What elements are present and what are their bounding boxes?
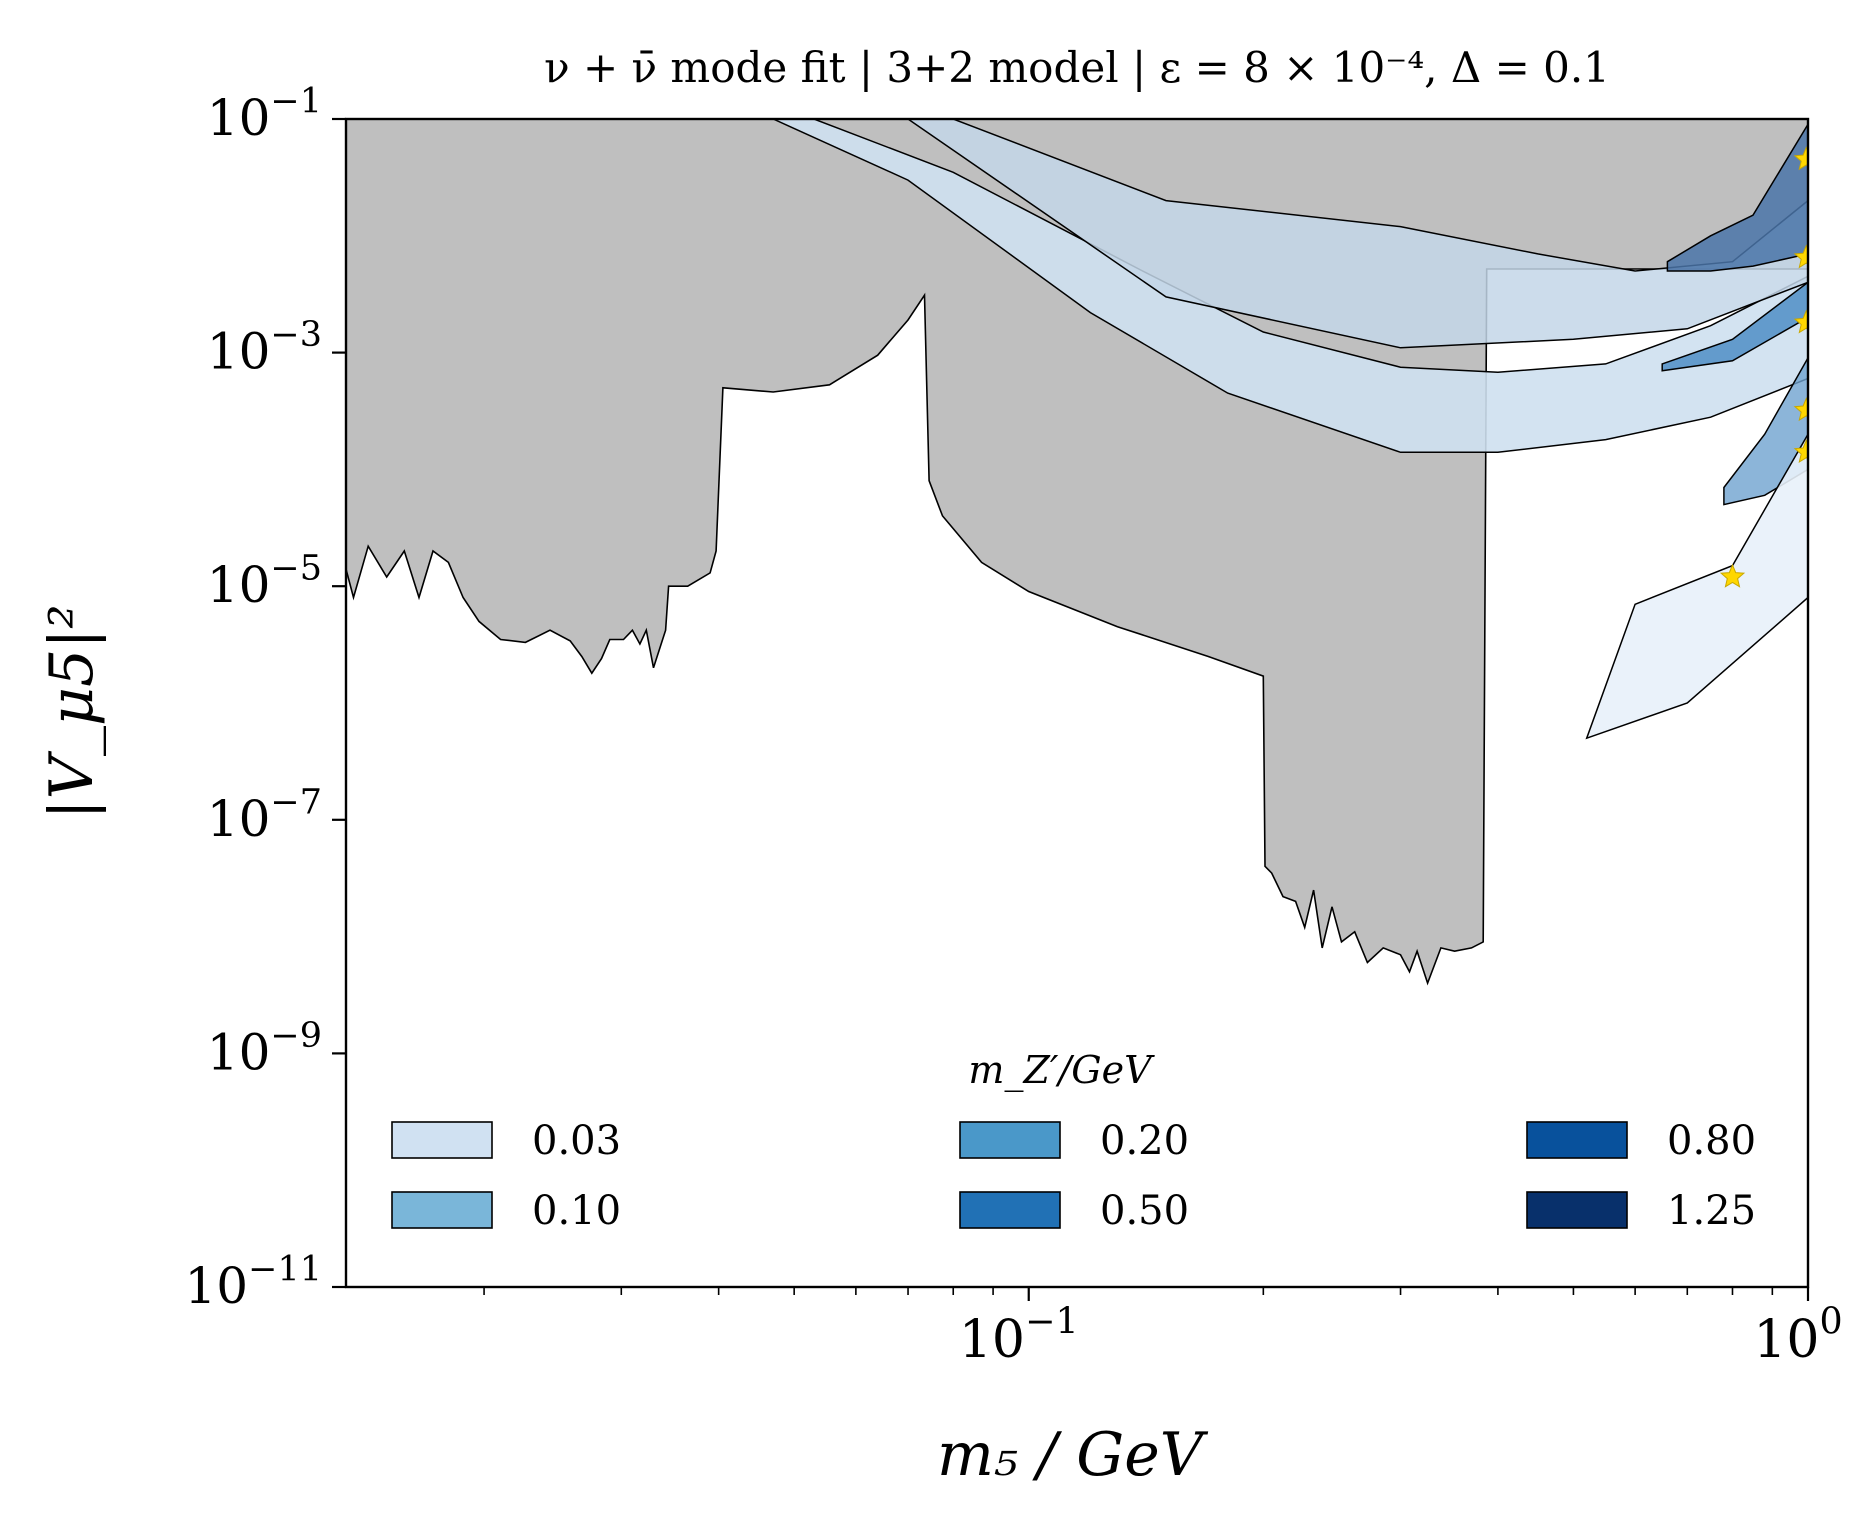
contour-band-0-80 bbox=[1723, 356, 1808, 506]
x-tick-label: 10−1 bbox=[959, 1300, 1079, 1370]
y-tick-label: 10−7 bbox=[207, 782, 322, 848]
legend-label: 0.10 bbox=[532, 1188, 621, 1234]
legend-swatch bbox=[1526, 1191, 1628, 1229]
y-axis: 10−11 10−9 10−7 10−5 10−3 10−1 bbox=[185, 82, 346, 1316]
legend: m_Z′/GeV 0.03 0.10 0.20 0.50 0.80 1.25 bbox=[391, 1048, 1756, 1234]
best-fit-star bbox=[1793, 146, 1808, 171]
legend-swatch bbox=[959, 1121, 1061, 1159]
legend-label: 1.25 bbox=[1667, 1188, 1756, 1234]
x-axis: 10−1 100 bbox=[483, 1287, 1843, 1370]
contour-band-0-20 bbox=[1661, 281, 1808, 372]
legend-title: m_Z′/GeV bbox=[968, 1048, 1155, 1093]
plot-frame bbox=[344, 117, 1810, 1289]
contour-band-0-50 bbox=[1666, 122, 1808, 272]
legend-label: 0.20 bbox=[1100, 1118, 1189, 1164]
legend-label: 0.03 bbox=[532, 1118, 621, 1164]
legend-label: 0.50 bbox=[1100, 1188, 1189, 1234]
best-fit-star bbox=[1719, 563, 1746, 588]
y-tick-label: 10−5 bbox=[207, 549, 322, 615]
x-tick-label: 100 bbox=[1753, 1300, 1842, 1370]
plot-area bbox=[346, 119, 1808, 986]
x-axis-label: m₅ / GeV bbox=[937, 1420, 1209, 1490]
chart-title: ν + ν̄ mode fit | 3+2 model | ε = 8 × 10… bbox=[544, 43, 1610, 92]
y-tick-label: 10−9 bbox=[207, 1016, 322, 1082]
legend-swatch bbox=[959, 1191, 1061, 1229]
y-tick-label: 10−11 bbox=[185, 1250, 323, 1316]
best-fit-star bbox=[1793, 244, 1808, 269]
contour-band-0-03 bbox=[772, 119, 1808, 454]
contour-band-0-10 bbox=[906, 119, 1808, 349]
legend-label: 0.80 bbox=[1667, 1118, 1756, 1164]
legend-swatch bbox=[391, 1191, 493, 1229]
y-tick-label: 10−1 bbox=[207, 82, 322, 148]
y-tick-label: 10−3 bbox=[207, 315, 322, 381]
best-fit-star bbox=[1793, 309, 1808, 334]
best-fit-star bbox=[1793, 438, 1808, 464]
legend-swatch bbox=[1526, 1121, 1628, 1159]
y-axis-label: |V_μ5|² bbox=[37, 605, 107, 820]
legend-swatch bbox=[391, 1121, 493, 1159]
best-fit-star bbox=[1793, 397, 1808, 422]
